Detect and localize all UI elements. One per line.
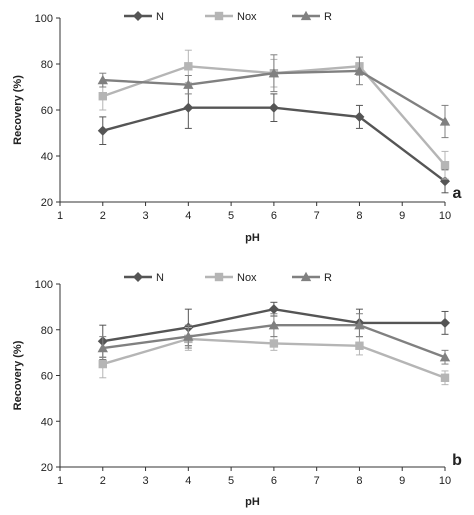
y-tick-label: 60 [41,105,53,117]
y-tick-label: 20 [41,462,53,474]
data-point [440,373,450,382]
legend-label: N [156,272,164,284]
data-point [183,102,194,113]
legend-marker [214,11,224,21]
y-tick-label: 100 [35,279,53,291]
y-tick-label: 40 [41,151,53,163]
y-tick-label: 60 [41,371,53,383]
data-point [440,317,450,328]
data-point [354,111,365,122]
x-tick-label: 1 [57,210,63,222]
data-point [354,319,365,330]
x-axis-title: pH [245,496,260,508]
legend-item-n: N [124,272,164,284]
x-tick-label: 3 [142,210,148,222]
data-point [183,79,194,89]
data-point [98,92,107,101]
x-tick-label: 5 [228,210,234,222]
x-tick-label: 2 [100,210,106,222]
legend-item-n: N [124,11,164,23]
legend-marker [300,10,312,21]
panel-label: b [452,452,462,469]
x-tick-label: 9 [399,210,405,222]
series-r [97,313,451,365]
y-tick-label: 100 [35,13,53,25]
data-point [97,342,108,353]
x-tick-label: 5 [228,475,234,487]
data-point [98,359,107,369]
x-tick-label: 4 [185,210,191,222]
series-r [97,54,451,139]
legend-marker [300,271,312,282]
panel-b: 20 40 60 80 100 1 2 3 4 5 6 7 8 9 10 pH Recovery (%) b N No… [12,271,462,508]
y-axis-title: Recovery (%) [12,75,24,145]
y-tick-label: 20 [41,197,53,209]
panel-label: a [453,185,462,202]
data-point [439,352,451,362]
data-point [439,116,451,126]
x-tick-label: 6 [271,210,277,222]
data-point [268,102,279,113]
legend-item-r: R [292,10,332,23]
data-point [440,161,450,170]
x-tick-label: 8 [356,475,362,487]
data-point [268,304,279,315]
x-tick-label: 10 [439,210,451,222]
x-tick-label: 7 [314,210,320,222]
x-tick-label: 8 [356,210,362,222]
data-point [354,65,365,76]
legend-marker [133,11,143,21]
data-point [355,341,364,350]
x-tick-label: 10 [439,475,451,487]
data-point [268,319,280,330]
legend-item-r: R [292,271,332,284]
data-point [269,339,279,348]
data-point [268,68,280,78]
legend-marker [214,272,224,282]
data-point [97,125,108,136]
legend-label: R [324,11,332,23]
series-n [97,86,450,194]
data-point [183,331,194,341]
data-point [97,74,108,85]
legend-item-nox: Nox [205,11,257,23]
x-tick-label: 3 [142,475,148,487]
x-tick-label: 9 [399,475,405,487]
panel-a: 20 40 60 80 100 1 2 3 4 5 6 7 8 9 10 pH Recovery (%) a N No… [12,10,462,244]
data-point [184,62,193,71]
x-axis-title: pH [245,232,260,244]
legend-label: N [156,11,164,23]
x-tick-label: 1 [57,475,63,487]
legend-item-nox: Nox [205,272,257,284]
legend-label: R [324,272,332,284]
x-tick-label: 6 [271,475,277,487]
legend-label: Nox [237,272,257,284]
legend-marker [133,272,143,282]
x-tick-label: 2 [100,475,106,487]
legend-label: Nox [237,11,257,23]
x-tick-label: 7 [314,475,320,487]
y-tick-label: 40 [41,416,53,428]
y-axis-title: Recovery (%) [12,340,24,410]
y-tick-label: 80 [41,59,53,71]
y-tick-label: 80 [41,325,53,337]
x-tick-label: 4 [185,475,191,487]
